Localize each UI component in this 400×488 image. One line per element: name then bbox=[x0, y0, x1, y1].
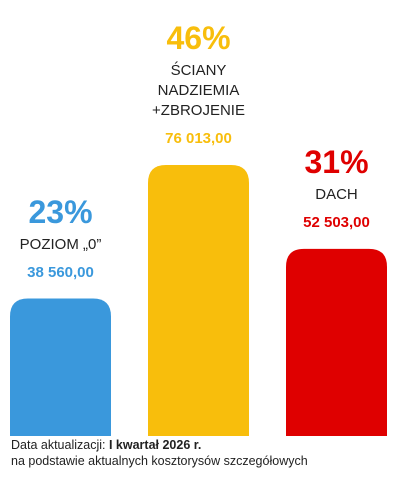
category-label-line: DACH bbox=[315, 185, 358, 203]
category-label-line: POZIOM „0” bbox=[19, 235, 102, 253]
percent-label: 23% bbox=[28, 193, 93, 230]
value-label: 76 013,00 bbox=[165, 130, 232, 147]
update-period: I kwartał 2026 r. bbox=[108, 438, 202, 452]
update-prefix: Data aktualizacji: bbox=[11, 438, 109, 452]
bar-1 bbox=[10, 298, 111, 436]
category-label-line: +ZBROJENIE bbox=[152, 102, 245, 119]
percent-label: 46% bbox=[166, 20, 231, 56]
footer-note: Data aktualizacji: I kwartał 2026 r. na … bbox=[11, 437, 396, 469]
category-label: ŚCIANY NADZIEMIA +ZBROJENIE bbox=[119, 61, 279, 121]
update-line: Data aktualizacji: I kwartał 2026 r. bbox=[11, 437, 396, 453]
category-label: DACH bbox=[257, 185, 400, 205]
bar-2 bbox=[148, 165, 249, 436]
source-note: na podstawie aktualnych kosztorysów szcz… bbox=[11, 454, 308, 468]
category-label-line: NADZIEMIA bbox=[157, 82, 240, 99]
category-label: POZIOM „0” bbox=[0, 235, 141, 255]
value-label: 52 503,00 bbox=[303, 213, 370, 231]
category-label-line: ŚCIANY bbox=[170, 62, 227, 79]
bar-3 bbox=[286, 248, 387, 436]
percent-label: 31% bbox=[304, 143, 369, 180]
value-label: 38 560,00 bbox=[27, 263, 94, 281]
